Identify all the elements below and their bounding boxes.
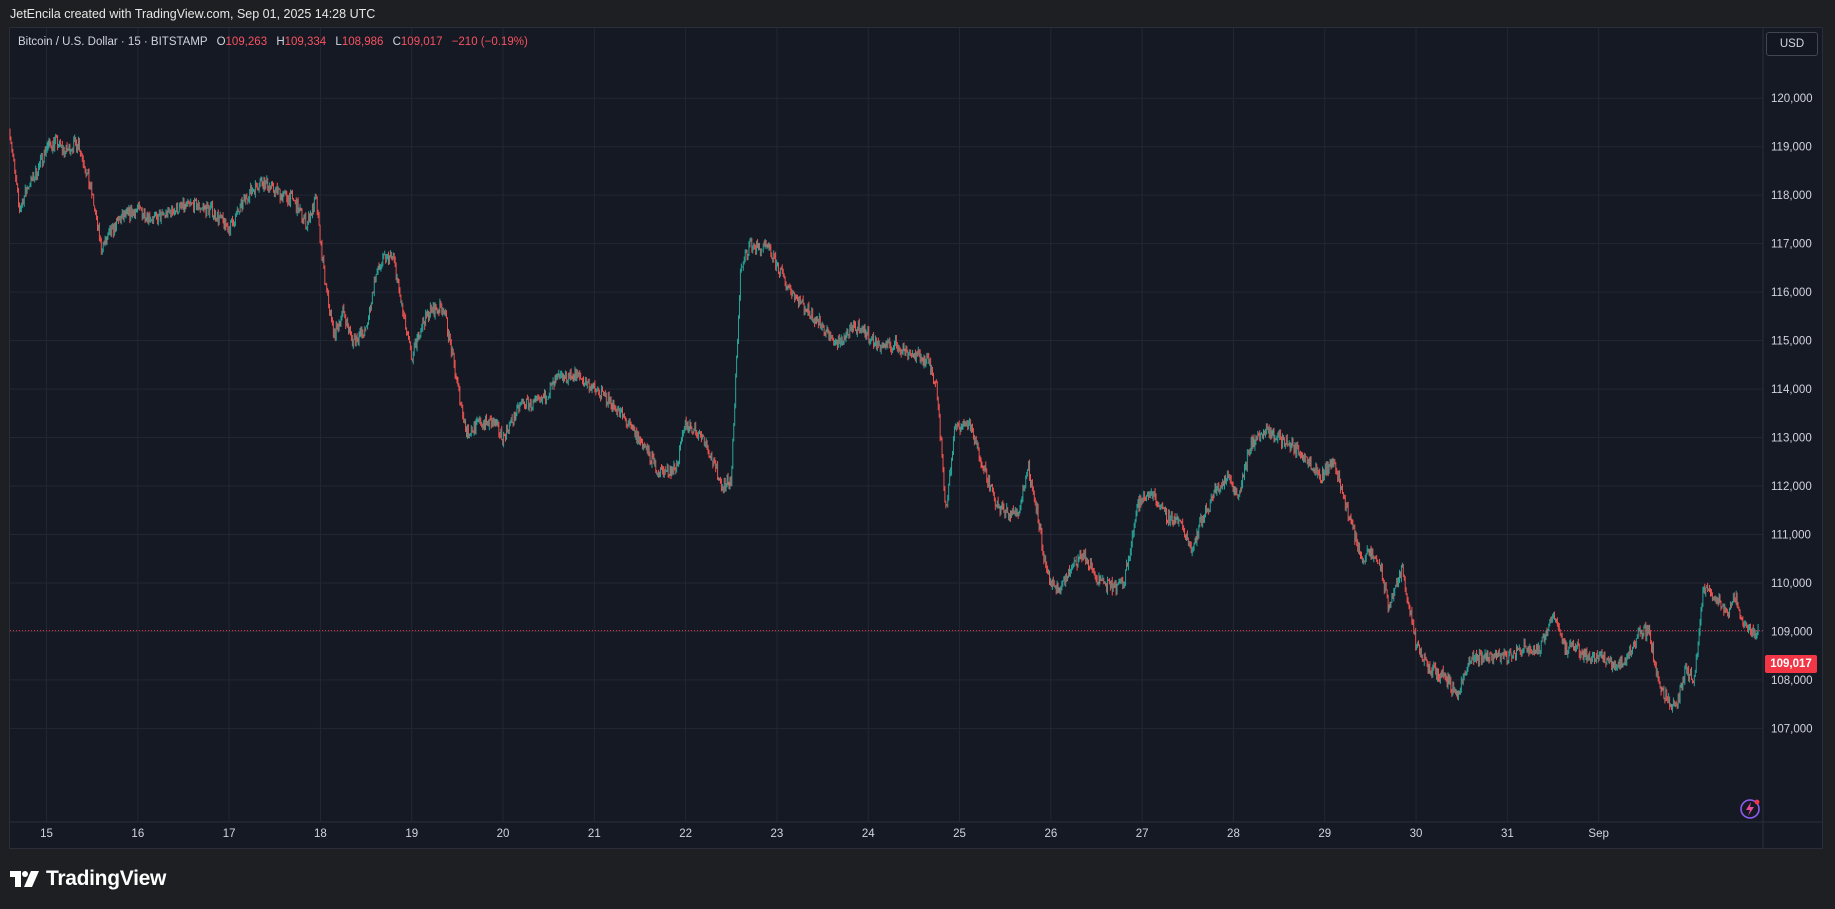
change-value: −210 (−0.19%) xyxy=(451,36,528,48)
grid-lines xyxy=(10,28,1763,822)
time-tick-label: 25 xyxy=(953,828,966,840)
time-tick-label: 18 xyxy=(314,828,327,840)
time-tick-label: 21 xyxy=(588,828,601,840)
credit-text: JetEncila created with TradingView.com, … xyxy=(10,7,376,21)
brand-name: TradingView xyxy=(46,867,167,890)
last-price-tag: 109,017 xyxy=(1765,655,1817,673)
candles xyxy=(9,128,1759,713)
top-bar: JetEncila created with TradingView.com, … xyxy=(0,0,1835,27)
symbol-title[interactable]: Bitcoin / U.S. Dollar · 15 · BITSTAMP xyxy=(18,36,208,48)
price-tick-label: 108,000 xyxy=(1771,675,1813,687)
footer-brand[interactable]: TradingView xyxy=(10,866,166,892)
time-tick-label: 27 xyxy=(1136,828,1149,840)
price-tick-label: 111,000 xyxy=(1771,529,1811,541)
currency-button[interactable]: USD xyxy=(1766,32,1818,56)
close-label: C xyxy=(392,36,401,48)
time-tick-label: 19 xyxy=(405,828,418,840)
time-tick-label: 26 xyxy=(1044,828,1057,840)
close-value: 109,017 xyxy=(400,36,443,48)
time-tick-label: 17 xyxy=(223,828,236,840)
time-tick-label: 20 xyxy=(497,828,510,840)
price-tick-label: 107,000 xyxy=(1771,723,1813,735)
time-tick-label: 30 xyxy=(1410,828,1423,840)
price-tick-label: 110,000 xyxy=(1771,578,1812,590)
low-value: 108,986 xyxy=(341,36,384,48)
price-tick-label: 116,000 xyxy=(1771,287,1812,299)
symbol-legend: Bitcoin / U.S. Dollar · 15 · BITSTAMP O1… xyxy=(18,36,528,48)
high-label: H xyxy=(276,36,285,48)
time-tick-label: Sep xyxy=(1588,828,1608,840)
price-tick-label: 112,000 xyxy=(1771,481,1812,493)
open-value: 109,263 xyxy=(225,36,268,48)
time-tick-label: 22 xyxy=(679,828,692,840)
price-axis[interactable]: 107,000 108,000 109,000 110,000 111,000 112,0… xyxy=(1771,93,1813,735)
time-tick-label: 23 xyxy=(771,828,784,840)
price-tick-label: 113,000 xyxy=(1771,433,1812,445)
time-tick-label: 31 xyxy=(1501,828,1514,840)
price-tick-label: 109,000 xyxy=(1771,626,1813,638)
price-tick-label: 117,000 xyxy=(1771,239,1812,251)
price-tick-label: 119,000 xyxy=(1771,142,1812,154)
tradingview-logo-icon xyxy=(10,871,39,887)
price-tick-label: 115,000 xyxy=(1771,336,1812,348)
time-tick-label: 15 xyxy=(40,828,53,840)
time-tick-label: 28 xyxy=(1227,828,1240,840)
price-tick-label: 120,000 xyxy=(1771,93,1813,105)
time-tick-label: 24 xyxy=(862,828,875,840)
lightning-bolt-icon[interactable] xyxy=(1738,797,1762,821)
high-value: 109,334 xyxy=(284,36,327,48)
price-tick-label: 118,000 xyxy=(1771,190,1812,202)
open-label: O xyxy=(216,36,226,48)
time-tick-label: 29 xyxy=(1318,828,1331,840)
time-axis[interactable]: 15 16 17 18 19 20 21 22 23 24 25 26 27 28 29 30 31 Sep xyxy=(40,828,1609,840)
low-label: L xyxy=(335,36,342,48)
time-tick-label: 16 xyxy=(131,828,144,840)
price-tick-label: 114,000 xyxy=(1771,384,1812,396)
